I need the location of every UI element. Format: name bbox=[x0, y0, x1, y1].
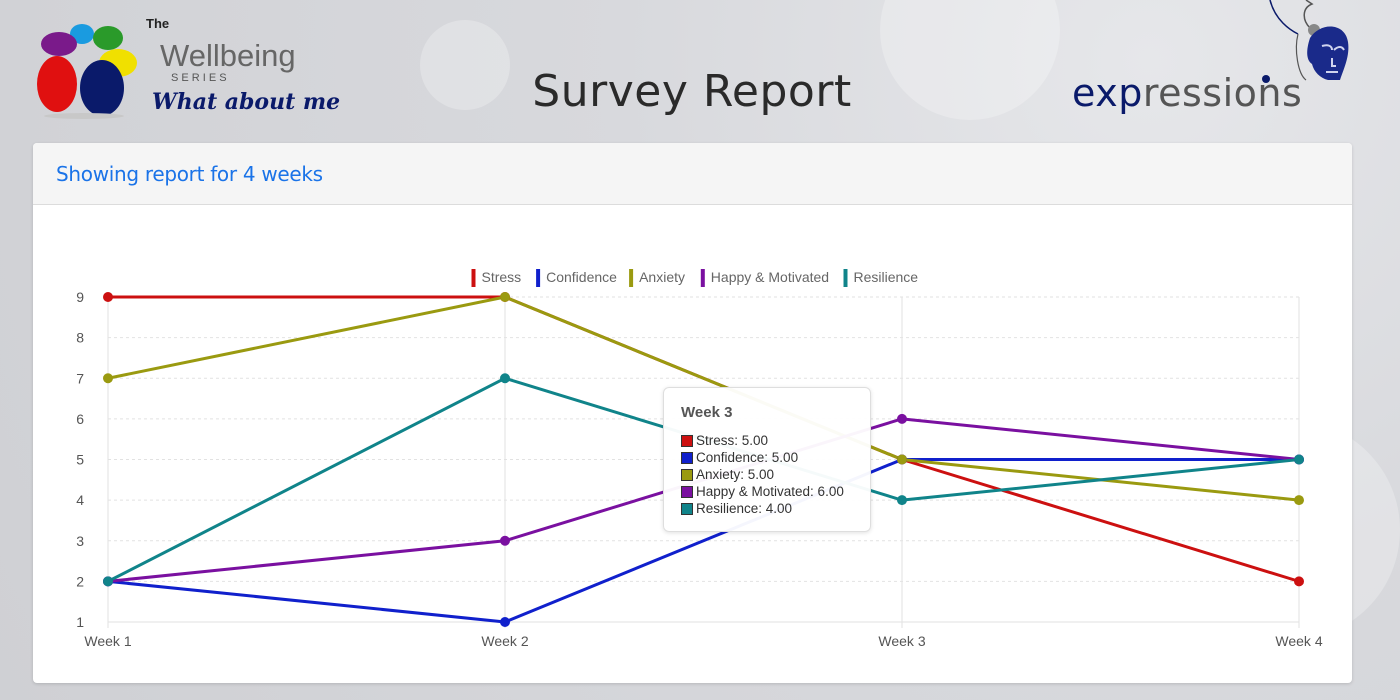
tooltip-row: Resilience: 4.00 bbox=[681, 500, 870, 517]
face-icon bbox=[1262, 0, 1349, 83]
tooltip-row: Happy & Motivated: 6.00 bbox=[681, 483, 870, 500]
legend-swatch bbox=[843, 269, 848, 287]
legend-item[interactable]: Anxiety bbox=[629, 269, 685, 287]
y-tick-label: 5 bbox=[76, 452, 84, 468]
data-point[interactable] bbox=[500, 373, 510, 384]
legend-item[interactable]: Resilience bbox=[843, 269, 919, 287]
wordmark-rest: ressions bbox=[1143, 71, 1302, 115]
y-tick-label: 6 bbox=[76, 411, 84, 427]
tooltip-row-label: Happy & Motivated: 6.00 bbox=[696, 484, 844, 499]
legend-label: Stress bbox=[482, 269, 522, 285]
x-tick-label: Week 4 bbox=[1275, 633, 1322, 649]
chart-axes: 1 2 3 4 5 6 7 8 9 Week 1 Week 2 Week 3 Week 4 bbox=[76, 289, 1323, 649]
y-tick-label: 1 bbox=[76, 614, 84, 630]
tooltip-swatch bbox=[681, 485, 693, 498]
legend-swatch bbox=[629, 269, 634, 287]
tooltip-row: Stress: 5.00 bbox=[681, 432, 870, 449]
tooltip-swatch bbox=[681, 468, 693, 481]
data-point[interactable] bbox=[103, 373, 113, 384]
legend-label: Happy & Motivated bbox=[711, 269, 829, 285]
tooltip-rows: Stress: 5.00 Confidence: 5.00 Anxiety: 5.0… bbox=[681, 432, 870, 517]
logo-the: The bbox=[146, 16, 169, 31]
legend-swatch bbox=[536, 269, 541, 287]
y-tick-label: 2 bbox=[76, 573, 84, 589]
legend-item[interactable]: Stress bbox=[471, 269, 522, 287]
data-point[interactable] bbox=[1294, 495, 1304, 506]
x-tick-label: Week 3 bbox=[878, 633, 925, 649]
tooltip-swatch bbox=[681, 502, 693, 515]
logo-title: Wellbeing bbox=[160, 38, 296, 73]
data-point[interactable] bbox=[500, 535, 510, 546]
chart-legend: Stress Confidence Anxiety Happy & Motivated… bbox=[471, 269, 919, 287]
flower-icon bbox=[37, 24, 137, 119]
y-tick-label: 9 bbox=[76, 289, 84, 305]
tooltip-row-label: Anxiety: 5.00 bbox=[696, 467, 775, 482]
y-tick-label: 4 bbox=[76, 492, 84, 508]
background-bubble bbox=[420, 20, 510, 110]
data-point[interactable] bbox=[500, 617, 510, 627]
page-title: Survey Report bbox=[532, 66, 852, 117]
panel-header: Showing report for 4 weeks bbox=[33, 143, 1352, 205]
panel-title: Showing report for 4 weeks bbox=[56, 162, 323, 186]
tooltip-row-label: Resilience: 4.00 bbox=[696, 501, 793, 516]
logo-wordmark: expressions bbox=[1072, 71, 1302, 115]
tooltip-row-label: Confidence: 5.00 bbox=[696, 450, 799, 465]
y-tick-label: 8 bbox=[76, 330, 84, 346]
legend-item[interactable]: Happy & Motivated bbox=[700, 269, 829, 287]
tooltip-swatch bbox=[681, 434, 693, 447]
data-point[interactable] bbox=[103, 292, 113, 302]
x-tick-label: Week 2 bbox=[481, 633, 528, 649]
wordmark-exp: exp bbox=[1072, 71, 1143, 115]
legend-label: Confidence bbox=[546, 269, 617, 285]
data-point[interactable] bbox=[897, 454, 907, 465]
legend-label: Anxiety bbox=[639, 269, 685, 285]
legend-swatch bbox=[471, 269, 476, 287]
data-point[interactable] bbox=[1294, 576, 1304, 587]
chart-tooltip: Week 3 Stress: 5.00 Confidence: 5.00 Anxie… bbox=[663, 387, 871, 532]
tooltip-row: Confidence: 5.00 bbox=[681, 449, 870, 466]
tooltip-swatch bbox=[681, 451, 693, 464]
series-line[interactable] bbox=[107, 458, 1299, 624]
data-point[interactable] bbox=[897, 495, 907, 506]
y-tick-label: 7 bbox=[76, 370, 84, 386]
data-point[interactable] bbox=[103, 576, 113, 587]
data-point[interactable] bbox=[500, 292, 510, 302]
data-point[interactable] bbox=[897, 413, 907, 424]
tooltip-title: Week 3 bbox=[681, 404, 733, 421]
y-tick-label: 3 bbox=[76, 533, 84, 549]
legend-item[interactable]: Confidence bbox=[536, 269, 617, 287]
logo-series: S E R I E S bbox=[171, 72, 227, 84]
wellbeing-series-logo: The Wellbeing S E R I E S What about me … bbox=[37, 16, 350, 119]
expressions-logo: expressions bbox=[1072, 0, 1349, 115]
legend-label: Resilience bbox=[854, 269, 919, 285]
x-tick-label: Week 1 bbox=[84, 633, 131, 649]
data-point[interactable] bbox=[1294, 454, 1304, 465]
tooltip-row: Anxiety: 5.00 bbox=[681, 466, 870, 483]
logo-tagline: What about me ? bbox=[152, 89, 350, 115]
tooltip-row-label: Stress: 5.00 bbox=[696, 433, 769, 448]
legend-swatch bbox=[700, 269, 705, 287]
